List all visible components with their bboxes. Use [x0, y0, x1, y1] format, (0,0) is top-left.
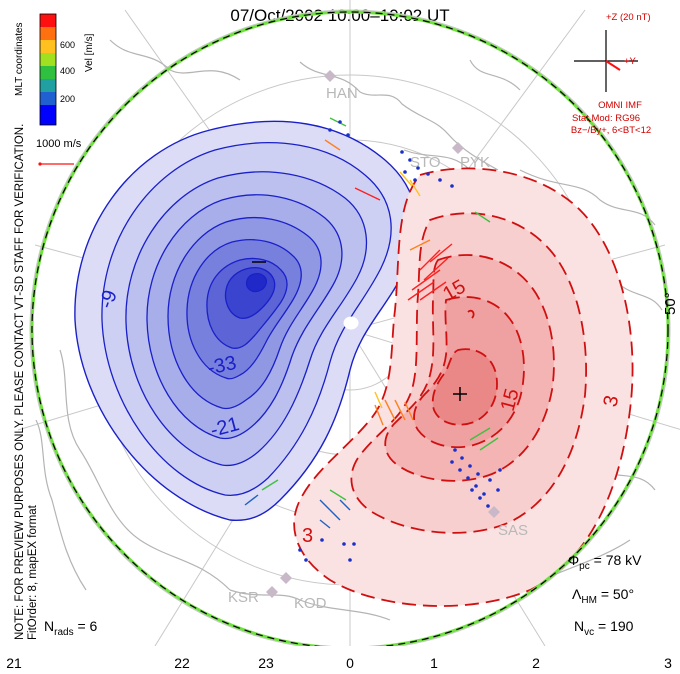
coordinates-label: MLT coordinates [14, 22, 25, 96]
station-markers [266, 70, 500, 598]
station-label-ksr: KSR [228, 589, 259, 606]
mlt-tick-23: 23 [258, 655, 274, 671]
mlt-tick-3: 3 [664, 655, 672, 671]
map-title: 07/Oct/2002 10:00–10:02 UT [230, 6, 450, 25]
colorbar-tick-200: 200 [60, 94, 75, 104]
cpcp-sub: pc [579, 560, 590, 572]
imf-conditions: Bz−/By+, 6<BT<12 [570, 125, 652, 136]
nrads-value: = 6 [77, 618, 98, 634]
fit-order-line: FitOrder: 8, mapEX format [27, 505, 39, 640]
imf-dial [574, 30, 638, 92]
mlt-tick-21: 21 [6, 655, 22, 671]
nvc-symbol: N [574, 618, 585, 634]
velocity-vectors [244, 117, 499, 529]
nrads-symbol: N [44, 618, 55, 634]
nvc-value: = 190 [598, 618, 634, 634]
mlt-tick-2: 2 [532, 655, 540, 671]
imf-y-label: +Y [624, 56, 636, 67]
station-label-pyk: PYK [460, 154, 490, 171]
latitude-label: 50° [662, 292, 679, 315]
mlt-tick-22: 22 [174, 655, 190, 671]
mlt-tick-0: 0 [346, 655, 354, 671]
imf-source: OMNI IMF [598, 100, 642, 111]
colorbar-tick-400: 400 [60, 66, 75, 76]
colorbar-label: Vel [m/s] [84, 33, 95, 72]
vector-dots [298, 120, 502, 562]
negative-cell [74, 120, 418, 522]
colorbar: 600 400 200 [39, 13, 75, 126]
nrads-sub: rads [54, 626, 74, 638]
hm-sub: HM [581, 594, 597, 606]
nrads-stat: Nrads = 6 [44, 618, 97, 638]
imf-model: Stat Mod: RG96 [571, 113, 641, 124]
hm-stat: ΛHM = 50° [572, 586, 634, 606]
station-label-kod: KOD [294, 595, 327, 612]
colorbar-tick-600: 600 [60, 40, 75, 50]
station-label-sto: STO [410, 154, 441, 171]
cpcp-value: = 78 kV [593, 552, 642, 568]
contour-label-3a: 3 [599, 393, 623, 408]
nvc-stat: Nvc = 190 [574, 618, 633, 638]
cpcp-stat: Φpc = 78 kV [568, 552, 642, 572]
station-label-sas: SAS [498, 522, 528, 539]
hm-symbol: Λ [572, 586, 582, 602]
nvc-sub: vc [584, 626, 595, 638]
hm-value: = 50° [600, 586, 635, 602]
contour-label-3b: 3 [302, 525, 313, 547]
reference-vector-label: 1000 m/s [36, 138, 82, 150]
verification-note-line: NOTE: FOR PREVIEW PURPOSES ONLY. PLEASE … [14, 123, 26, 640]
reference-vector [38, 162, 74, 166]
station-label-han: HAN [326, 85, 358, 102]
cpcp-symbol: Φ [568, 552, 580, 568]
imf-z-label: +Z (20 nT) [606, 12, 651, 23]
mlt-tick-1: 1 [430, 655, 438, 671]
positive-cell [293, 167, 634, 607]
verification-note: NOTE: FOR PREVIEW PURPOSES ONLY. PLEASE … [14, 124, 40, 640]
